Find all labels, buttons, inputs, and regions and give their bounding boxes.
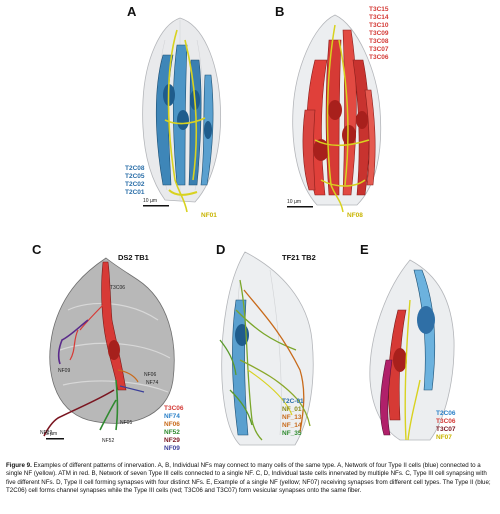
panel-e-legend-3: NF07: [436, 434, 452, 441]
panel-b-label-3: T3C09: [369, 30, 389, 37]
panel-c-top-label: T3C06: [110, 285, 126, 291]
panel-b: B T3C15 T3C14 T3C10 T3C09 T3C08 T3C07 T3…: [265, 0, 405, 230]
panel-b-label-5: T3C07: [369, 46, 389, 53]
panel-a-label-1: T2C05: [125, 173, 145, 180]
panel-c-legend-1: NF74: [164, 413, 180, 420]
panel-e-legend-2: T3C07: [436, 426, 456, 433]
panel-d-title: TF21 TB2: [282, 253, 316, 262]
panel-b-figure: [287, 14, 382, 213]
panel-c-callout-nf05: NF05: [120, 420, 133, 426]
panel-a-label-2: T2C02: [125, 181, 145, 188]
panel-c-scale-label: 5 µm: [46, 431, 58, 437]
panel-c-figure: [43, 257, 175, 440]
panel-d-legend-1: NF_01: [282, 406, 302, 413]
panel-a-nf-label: NF01: [201, 212, 217, 219]
figure-caption: Figure 9. Examples of different patterns…: [6, 462, 494, 495]
panel-b-label-1: T3C14: [369, 14, 389, 21]
panel-a: A T2C08 T2C05 T2C02 T2C01 NF01 10 µm: [105, 0, 255, 230]
panel-c-callout-nf29: NF29: [40, 430, 53, 436]
panel-b-letter: B: [275, 4, 285, 19]
panel-a-letter: A: [127, 4, 137, 19]
panel-d-legend-2: NF_13: [282, 414, 302, 421]
panel-b-label-2: T3C10: [369, 22, 389, 29]
panel-c-legend-2: NF06: [164, 421, 180, 428]
panel-b-nf-label: NF08: [347, 212, 363, 219]
panel-c-letter: C: [32, 242, 42, 257]
caption-figure-number: Figure 9.: [6, 462, 32, 469]
panel-d-letter: D: [216, 242, 226, 257]
panel-c-callout-nf74: NF74: [146, 380, 159, 386]
panel-a-label-0: T2C08: [125, 165, 145, 172]
panel-b-label-4: T3C08: [369, 38, 389, 45]
panel-e-legend-1: T3C06: [436, 418, 456, 425]
panel-c-legend-5: NF09: [164, 445, 180, 452]
panel-c-legend-3: NF52: [164, 429, 180, 436]
panel-c-legend-4: NF29: [164, 437, 180, 444]
panel-b-scale-label: 10 µm: [287, 199, 301, 205]
panel-c-legend-0: T3C06: [164, 405, 184, 412]
panel-d: D TF21 TB2 T2C-01 NF_01 NF_13 NF_14 NF_3…: [200, 240, 340, 455]
panel-e: E T2C06 T3C06 T3C07 NF07: [350, 240, 480, 455]
panel-c-callout-nf52: NF52: [102, 438, 115, 444]
panel-d-legend-4: NF_35: [282, 430, 302, 437]
caption-text: Examples of different patterns of innerv…: [6, 462, 491, 494]
panel-c-callout-nf09: NF09: [58, 368, 71, 374]
panel-a-figure: [142, 17, 221, 213]
panel-a-label-3: T2C01: [125, 189, 145, 196]
panel-a-scale-label: 10 µm: [143, 198, 157, 204]
panel-d-figure: [219, 251, 314, 446]
panel-c-callout-nf06: NF06: [144, 372, 157, 378]
panel-b-label-6: T3C06: [369, 54, 389, 61]
panel-b-label-0: T3C15: [369, 6, 389, 13]
panel-e-letter: E: [360, 242, 369, 257]
panel-e-legend-0: T2C06: [436, 410, 456, 417]
panel-d-legend-0: T2C-01: [282, 398, 304, 405]
panel-c-title: DS2 TB1: [118, 253, 149, 262]
panel-d-legend-3: NF_14: [282, 422, 302, 429]
panel-c: C DS2 TB1 T3C06 NF09 NF74 NF29 NF05 NF52…: [18, 240, 193, 455]
panel-e-figure: [369, 259, 455, 441]
